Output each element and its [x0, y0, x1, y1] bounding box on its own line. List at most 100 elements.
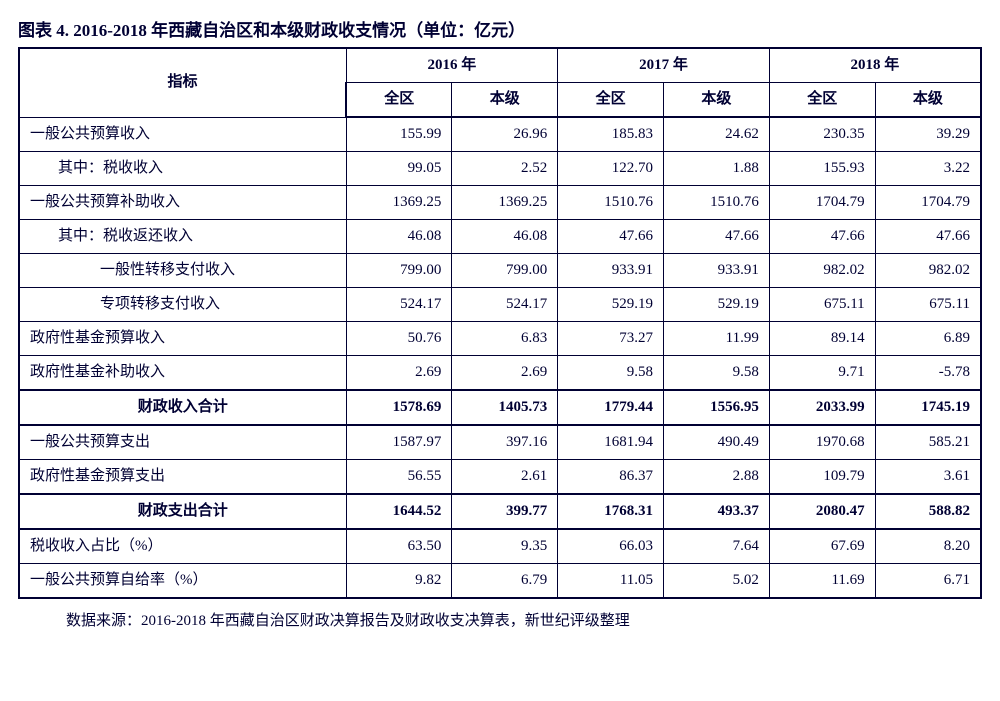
cell-value: 1556.95 [664, 390, 770, 425]
cell-value: 982.02 [769, 254, 875, 288]
col-2017-region: 全区 [558, 83, 664, 118]
cell-value: 9.71 [769, 356, 875, 391]
cell-value: 1779.44 [558, 390, 664, 425]
cell-value: 2.61 [452, 460, 558, 495]
cell-value: 1704.79 [769, 186, 875, 220]
table-row: 一般公共预算自给率（%）9.826.7911.055.0211.696.71 [19, 564, 981, 599]
cell-value: 11.99 [664, 322, 770, 356]
table-row: 一般性转移支付收入799.00799.00933.91933.91982.029… [19, 254, 981, 288]
cell-value: 47.66 [558, 220, 664, 254]
cell-value: 493.37 [664, 494, 770, 529]
cell-value: 5.02 [664, 564, 770, 599]
cell-value: 7.64 [664, 529, 770, 564]
cell-value: 9.82 [346, 564, 452, 599]
cell-value: 1.88 [664, 152, 770, 186]
cell-value: 155.99 [346, 117, 452, 152]
row-label: 财政收入合计 [19, 390, 346, 425]
col-year-2018: 2018 年 [769, 48, 981, 83]
table-row: 一般公共预算支出1587.97397.161681.94490.491970.6… [19, 425, 981, 460]
table-row: 一般公共预算补助收入1369.251369.251510.761510.7617… [19, 186, 981, 220]
table-row: 专项转移支付收入524.17524.17529.19529.19675.1167… [19, 288, 981, 322]
cell-value: 67.69 [769, 529, 875, 564]
cell-value: 47.66 [875, 220, 981, 254]
cell-value: 122.70 [558, 152, 664, 186]
cell-value: 1405.73 [452, 390, 558, 425]
cell-value: 1745.19 [875, 390, 981, 425]
table-caption: 图表 4. 2016-2018 年西藏自治区和本级财政收支情况（单位：亿元） [18, 16, 982, 41]
table-header: 指标 2016 年 2017 年 2018 年 全区 本级 全区 本级 全区 本… [19, 48, 981, 117]
cell-value: 3.61 [875, 460, 981, 495]
cell-value: 11.05 [558, 564, 664, 599]
row-label: 一般公共预算补助收入 [19, 186, 346, 220]
row-label: 政府性基金预算收入 [19, 322, 346, 356]
cell-value: 675.11 [875, 288, 981, 322]
cell-value: 47.66 [664, 220, 770, 254]
cell-value: 2033.99 [769, 390, 875, 425]
col-year-2016: 2016 年 [346, 48, 558, 83]
cell-value: 8.20 [875, 529, 981, 564]
cell-value: 46.08 [346, 220, 452, 254]
cell-value: 99.05 [346, 152, 452, 186]
cell-value: 3.22 [875, 152, 981, 186]
table-row: 财政收入合计1578.691405.731779.441556.952033.9… [19, 390, 981, 425]
row-label: 财政支出合计 [19, 494, 346, 529]
table-row: 其中：税收收入99.052.52122.701.88155.933.22 [19, 152, 981, 186]
cell-value: -5.78 [875, 356, 981, 391]
table-row: 一般公共预算收入155.9926.96185.8324.62230.3539.2… [19, 117, 981, 152]
table-body: 一般公共预算收入155.9926.96185.8324.62230.3539.2… [19, 117, 981, 598]
cell-value: 529.19 [558, 288, 664, 322]
row-label: 专项转移支付收入 [19, 288, 346, 322]
cell-value: 50.76 [346, 322, 452, 356]
table-row: 其中：税收返还收入46.0846.0847.6647.6647.6647.66 [19, 220, 981, 254]
cell-value: 1970.68 [769, 425, 875, 460]
cell-value: 73.27 [558, 322, 664, 356]
col-2016-region: 全区 [346, 83, 452, 118]
row-label: 政府性基金预算支出 [19, 460, 346, 495]
col-2016-level: 本级 [452, 83, 558, 118]
cell-value: 185.83 [558, 117, 664, 152]
col-year-2017: 2017 年 [558, 48, 770, 83]
table-row: 财政支出合计1644.52399.771768.31493.372080.475… [19, 494, 981, 529]
row-label: 其中：税收返还收入 [19, 220, 346, 254]
cell-value: 2.88 [664, 460, 770, 495]
col-indicator: 指标 [19, 48, 346, 117]
col-2018-region: 全区 [769, 83, 875, 118]
cell-value: 1578.69 [346, 390, 452, 425]
cell-value: 9.58 [664, 356, 770, 391]
col-2017-level: 本级 [664, 83, 770, 118]
table-row: 政府性基金预算支出56.552.6186.372.88109.793.61 [19, 460, 981, 495]
cell-value: 524.17 [346, 288, 452, 322]
cell-value: 46.08 [452, 220, 558, 254]
cell-value: 1510.76 [664, 186, 770, 220]
cell-value: 86.37 [558, 460, 664, 495]
cell-value: 982.02 [875, 254, 981, 288]
row-label: 一般性转移支付收入 [19, 254, 346, 288]
table-source: 数据来源：2016-2018 年西藏自治区财政决算报告及财政收支决算表，新世纪评… [18, 609, 982, 630]
cell-value: 26.96 [452, 117, 558, 152]
cell-value: 6.71 [875, 564, 981, 599]
cell-value: 6.83 [452, 322, 558, 356]
cell-value: 2.69 [346, 356, 452, 391]
cell-value: 1369.25 [452, 186, 558, 220]
cell-value: 89.14 [769, 322, 875, 356]
cell-value: 230.35 [769, 117, 875, 152]
cell-value: 109.79 [769, 460, 875, 495]
cell-value: 1768.31 [558, 494, 664, 529]
cell-value: 39.29 [875, 117, 981, 152]
cell-value: 63.50 [346, 529, 452, 564]
cell-value: 2.69 [452, 356, 558, 391]
row-label: 一般公共预算支出 [19, 425, 346, 460]
cell-value: 56.55 [346, 460, 452, 495]
cell-value: 11.69 [769, 564, 875, 599]
row-label: 政府性基金补助收入 [19, 356, 346, 391]
cell-value: 675.11 [769, 288, 875, 322]
cell-value: 799.00 [346, 254, 452, 288]
cell-value: 47.66 [769, 220, 875, 254]
cell-value: 490.49 [664, 425, 770, 460]
cell-value: 66.03 [558, 529, 664, 564]
cell-value: 2.52 [452, 152, 558, 186]
cell-value: 1644.52 [346, 494, 452, 529]
row-label: 一般公共预算自给率（%） [19, 564, 346, 599]
cell-value: 524.17 [452, 288, 558, 322]
cell-value: 2080.47 [769, 494, 875, 529]
